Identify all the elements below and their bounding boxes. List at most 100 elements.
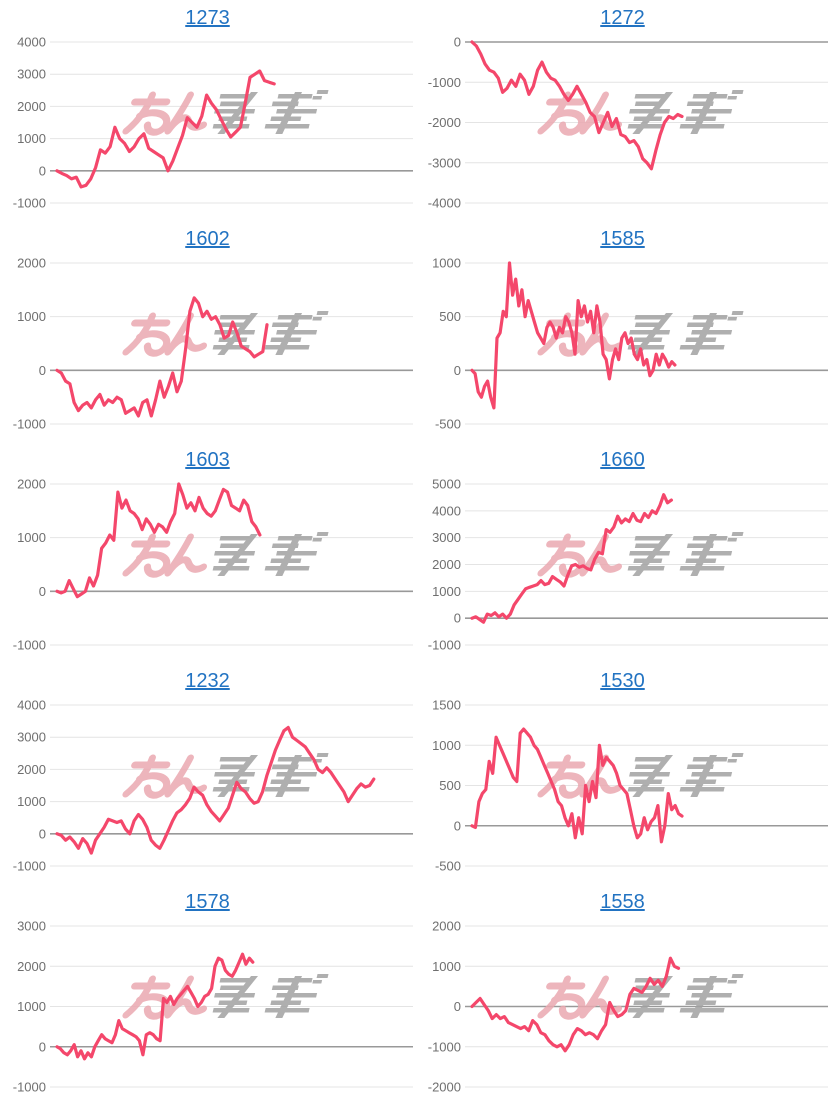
- slump-chart-svg: 2000 1000 0 -1000 -2000: [428, 919, 828, 1095]
- slump-line: [470, 727, 684, 844]
- minrepo-watermark: [122, 311, 329, 357]
- minrepo-watermark: [537, 753, 744, 799]
- minrepo-watermark: [537, 532, 744, 578]
- watermark-pink-glyph: [537, 533, 586, 578]
- machine-number-link[interactable]: 1272: [600, 7, 645, 29]
- watermark-gray-slash: [217, 755, 259, 797]
- watermark-gray-stripe: [691, 993, 733, 998]
- y-axis-tick-label: -500: [435, 417, 461, 432]
- watermark-dakuten: [727, 759, 738, 763]
- machine-chart-cell: 1578 3000 2000 1000 0 -1000: [0, 884, 415, 1105]
- watermark-pink-glyph: [164, 975, 208, 1019]
- y-axis-tick-label: 0: [39, 163, 46, 178]
- watermark-pink-glyph: [122, 533, 171, 578]
- watermark-gray-stripe: [629, 551, 671, 556]
- y-axis-tick-label: 0: [454, 363, 461, 378]
- y-axis-tick-label: 0: [39, 584, 46, 599]
- watermark-gray-stripe: [679, 787, 725, 792]
- y-axis-tick-label: 1000: [17, 530, 46, 545]
- y-axis-tick-label: 2000: [17, 256, 46, 271]
- machine-chart-cell: 1273 4000 3000 2000 1000 0 -1000: [0, 0, 415, 221]
- watermark-gray-stripe: [276, 109, 318, 114]
- watermark-gray-stripe: [276, 330, 318, 335]
- watermark-gray-stripe: [276, 993, 318, 998]
- watermark-gray-slash: [217, 92, 259, 134]
- machine-number-link[interactable]: 1602: [185, 228, 230, 250]
- watermark-pink-glyph: [164, 533, 208, 577]
- y-axis-tick-label: 500: [439, 778, 461, 793]
- machine-number-link[interactable]: 1585: [600, 228, 645, 250]
- slump-chart-svg: 3000 2000 1000 0 -1000: [13, 919, 413, 1095]
- y-axis-tick-label: -1000: [428, 1039, 461, 1054]
- machine-number-link[interactable]: 1232: [185, 670, 230, 692]
- y-axis-tick-label: 2000: [17, 959, 46, 974]
- watermark-gray-slash: [632, 755, 674, 797]
- watermark-gray-stripe: [627, 345, 665, 350]
- watermark-pink-glyph: [537, 754, 586, 799]
- y-axis-tick-label: 1000: [432, 584, 461, 599]
- slump-line: [470, 956, 681, 1053]
- watermark-gray-stripe: [264, 1008, 310, 1013]
- machine-number-link[interactable]: 1578: [185, 891, 230, 913]
- watermark-gray-stripe: [691, 330, 733, 335]
- y-axis-tick-label: 0: [454, 818, 461, 833]
- y-axis-tick-label: 0: [39, 826, 46, 841]
- y-axis-tick-label: 1500: [432, 698, 461, 713]
- watermark-gray-slash: [690, 92, 718, 134]
- watermark-gray-stripe: [634, 322, 662, 327]
- machine-chart-cell: 1530 1500 1000 500 0 -500: [415, 663, 830, 884]
- y-axis-tick-label: -1000: [13, 638, 46, 653]
- watermark-dakuten: [316, 90, 329, 94]
- y-axis-tick-label: 1000: [432, 738, 461, 753]
- watermark-gray-stripe: [219, 985, 247, 990]
- slump-chart-svg: 4000 3000 2000 1000 0 -1000: [13, 698, 413, 874]
- slump-line: [55, 952, 255, 1061]
- machine-chart-cell: 1272 0 -1000 -2000 -3000 -4000: [415, 0, 830, 221]
- watermark-dakuten: [727, 317, 738, 321]
- slump-line: [55, 69, 276, 189]
- y-axis-tick-label: 1000: [17, 999, 46, 1014]
- machine-chart-cell: 1232 4000 3000 2000 1000 0 -1000: [0, 663, 415, 884]
- slump-line: [470, 493, 673, 624]
- watermark-gray-slash: [275, 755, 303, 797]
- watermark-gray-stripe: [212, 1008, 250, 1013]
- y-axis-tick-label: 2000: [17, 477, 46, 492]
- watermark-pink-glyph: [122, 312, 171, 357]
- watermark-gray-stripe: [691, 772, 733, 777]
- machine-number-link[interactable]: 1603: [185, 449, 230, 471]
- slump-line: [55, 725, 376, 855]
- y-axis-tick-label: 3000: [17, 67, 46, 82]
- minrepo-watermark: [122, 753, 329, 799]
- y-axis-tick-label: -500: [435, 859, 461, 874]
- watermark-dakuten: [731, 753, 744, 757]
- watermark-gray-slash: [275, 313, 303, 355]
- machine-number-link[interactable]: 1273: [185, 7, 230, 29]
- machine-chart-cell: 1602 2000 1000 0 -1000: [0, 221, 415, 442]
- watermark-gray-slash: [632, 534, 674, 576]
- y-axis-tick-label: 5000: [432, 477, 461, 492]
- watermark-gray-stripe: [276, 772, 318, 777]
- watermark-gray-stripe: [264, 345, 310, 350]
- watermark-gray-stripe: [691, 109, 733, 114]
- watermark-dakuten: [731, 532, 744, 536]
- watermark-gray-stripe: [219, 315, 251, 320]
- watermark-gray-stripe: [214, 993, 256, 998]
- machine-chart-cell: 1603 2000 1000 0 -1000: [0, 442, 415, 663]
- watermark-gray-slash: [217, 976, 259, 1018]
- machine-number-link[interactable]: 1558: [600, 891, 645, 913]
- watermark-gray-stripe: [214, 551, 256, 556]
- watermark-gray-stripe: [627, 1008, 665, 1013]
- watermark-gray-stripe: [627, 566, 665, 571]
- y-axis-tick-label: 1000: [432, 959, 461, 974]
- machine-number-link[interactable]: 1530: [600, 670, 645, 692]
- slump-chart-svg: 4000 3000 2000 1000 0 -1000: [13, 35, 413, 211]
- minrepo-watermark: [122, 90, 329, 136]
- minrepo-watermark: [537, 974, 744, 1020]
- watermark-gray-slash: [632, 92, 674, 134]
- slump-chart-svg: 5000 4000 3000 2000 1000 0 -1000: [428, 477, 828, 653]
- machine-number-link[interactable]: 1660: [600, 449, 645, 471]
- y-axis-tick-label: 500: [439, 309, 461, 324]
- watermark-dakuten: [316, 532, 329, 536]
- watermark-gray-slash: [275, 976, 303, 1018]
- watermark-gray-stripe: [219, 764, 247, 769]
